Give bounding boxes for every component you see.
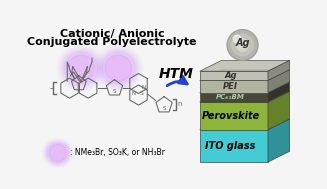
- Polygon shape: [200, 71, 268, 81]
- Polygon shape: [268, 70, 290, 93]
- Circle shape: [68, 55, 95, 81]
- Ellipse shape: [236, 50, 253, 58]
- Text: N: N: [141, 85, 145, 90]
- Text: Ag: Ag: [235, 39, 250, 48]
- Circle shape: [49, 144, 66, 161]
- Circle shape: [239, 41, 247, 49]
- Ellipse shape: [44, 140, 71, 166]
- Text: Conjugated Polyelectrolyte: Conjugated Polyelectrolyte: [27, 37, 197, 47]
- Text: PEI: PEI: [223, 82, 238, 91]
- Polygon shape: [200, 60, 290, 71]
- FancyArrowPatch shape: [167, 76, 187, 86]
- Polygon shape: [200, 70, 290, 81]
- Text: S: S: [140, 91, 144, 96]
- Ellipse shape: [98, 49, 138, 87]
- Circle shape: [227, 30, 258, 60]
- Polygon shape: [200, 81, 268, 93]
- Text: N: N: [132, 91, 136, 96]
- Text: Ag: Ag: [224, 71, 237, 80]
- Ellipse shape: [46, 142, 69, 163]
- Ellipse shape: [100, 51, 137, 85]
- Ellipse shape: [60, 48, 103, 88]
- Circle shape: [105, 55, 131, 81]
- Text: PC₆₁BM: PC₆₁BM: [216, 94, 245, 100]
- Ellipse shape: [61, 49, 101, 87]
- Text: n: n: [177, 101, 182, 107]
- Circle shape: [236, 39, 249, 51]
- Text: S: S: [162, 106, 166, 111]
- Text: ITO glass: ITO glass: [205, 141, 256, 151]
- Polygon shape: [268, 60, 290, 81]
- Polygon shape: [200, 91, 290, 102]
- Text: Cationic/ Anionic: Cationic/ Anionic: [60, 29, 164, 39]
- Text: -: -: [50, 83, 54, 93]
- Polygon shape: [200, 119, 290, 130]
- Circle shape: [229, 31, 256, 59]
- Ellipse shape: [102, 53, 135, 84]
- Polygon shape: [200, 93, 268, 102]
- Circle shape: [233, 35, 241, 43]
- Polygon shape: [200, 102, 268, 130]
- Ellipse shape: [48, 143, 68, 163]
- Text: Perovskite: Perovskite: [201, 111, 260, 121]
- Text: S: S: [113, 89, 116, 94]
- Ellipse shape: [65, 53, 98, 84]
- Ellipse shape: [97, 48, 140, 88]
- Polygon shape: [268, 91, 290, 130]
- Polygon shape: [200, 82, 290, 93]
- Polygon shape: [200, 130, 268, 162]
- Circle shape: [232, 34, 253, 56]
- Ellipse shape: [63, 51, 99, 85]
- Text: HTM: HTM: [159, 67, 194, 81]
- Polygon shape: [268, 82, 290, 102]
- Polygon shape: [268, 119, 290, 162]
- Text: : NMe₃Br, SO₃K, or NH₃Br: : NMe₃Br, SO₃K, or NH₃Br: [70, 148, 165, 157]
- Ellipse shape: [45, 141, 70, 164]
